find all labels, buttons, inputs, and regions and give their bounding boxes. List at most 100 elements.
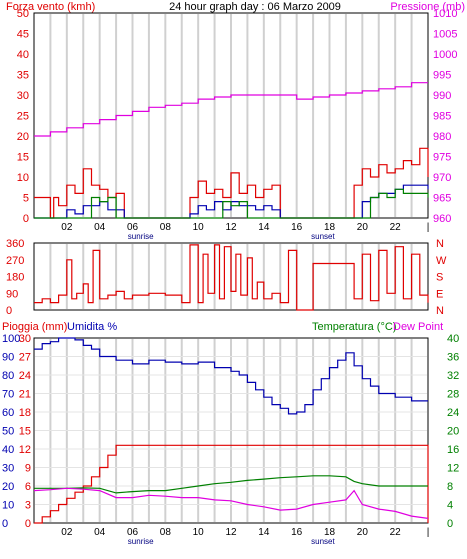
pressure-tick-label: 1010 xyxy=(433,8,457,20)
rain-tick-label: 27 xyxy=(19,352,31,364)
pressure-axis-label: Pressione (mb) xyxy=(390,1,465,13)
humidity-tick-label: 20 xyxy=(2,481,14,493)
humidity-tick-label: 100 xyxy=(2,333,20,345)
series-line-direction xyxy=(34,244,429,311)
compass-tick-label: N xyxy=(436,238,444,250)
rain-tick-label: 30 xyxy=(19,333,31,345)
wind-tick-label: 10 xyxy=(17,172,29,184)
x-tick-label: 02 xyxy=(61,222,73,233)
temperature-tick-label: 8 xyxy=(447,481,453,493)
dewpoint-axis-label: Dew Point xyxy=(393,321,443,333)
x-tick-label: 20 xyxy=(357,527,369,538)
x-tick-label: 22 xyxy=(390,222,402,233)
x-tick-end: | xyxy=(427,222,430,233)
pressure-tick-label: 975 xyxy=(433,152,451,164)
x-tick-label: 18 xyxy=(324,527,336,538)
pressure-tick-label: 985 xyxy=(433,111,451,123)
temperature-tick-label: 4 xyxy=(447,500,453,512)
humidity-tick-label: 50 xyxy=(2,426,14,438)
series-line-gust xyxy=(34,147,429,219)
temperature-tick-label: 0 xyxy=(447,518,453,530)
x-tick-end: | xyxy=(427,527,430,538)
series-line-temperature xyxy=(34,475,428,494)
temperature-tick-label: 24 xyxy=(447,407,459,419)
wind-tick-label: 30 xyxy=(17,90,29,102)
humidity-tick-label: 90 xyxy=(2,352,14,364)
x-tick-label: 04 xyxy=(94,527,106,538)
series-line-rain xyxy=(34,444,429,524)
rain-axis-label: Pioggia (mm) xyxy=(2,321,67,333)
wind-tick-label: 25 xyxy=(17,111,29,123)
x-tick-label: 04 xyxy=(94,222,106,233)
pressure-tick-label: 995 xyxy=(433,70,451,82)
temperature-tick-label: 16 xyxy=(447,444,459,456)
wind-tick-label: 50 xyxy=(17,8,29,20)
direction-tick-label: 0 xyxy=(6,305,12,317)
pressure-tick-label: 970 xyxy=(433,172,451,184)
temperature-axis-label: Temperatura (°C) xyxy=(312,321,396,333)
temperature-tick-label: 12 xyxy=(447,463,459,475)
rain-tick-label: 0 xyxy=(25,518,31,530)
x-tick-label: 06 xyxy=(127,527,139,538)
rain-humidity-panel: 0369121518212427300102030405060708090100… xyxy=(2,333,459,546)
direction-tick-label: 270 xyxy=(6,255,24,267)
direction-tick-label: 90 xyxy=(6,288,18,300)
x-tick-label: 12 xyxy=(225,527,237,538)
temperature-tick-label: 36 xyxy=(447,352,459,364)
pressure-tick-label: 1000 xyxy=(433,49,457,61)
rain-tick-label: 3 xyxy=(25,500,31,512)
temperature-tick-label: 28 xyxy=(447,389,459,401)
sunset-label: sunset xyxy=(311,537,335,546)
x-tick-label: 10 xyxy=(193,527,205,538)
sunrise-label: sunrise xyxy=(128,232,154,241)
sunset-label: sunset xyxy=(311,232,335,241)
humidity-tick-label: 0 xyxy=(2,518,8,530)
wind-axis-label: Forza vento (kmh) xyxy=(6,1,95,13)
rain-tick-label: 21 xyxy=(19,389,31,401)
rain-tick-label: 12 xyxy=(19,444,31,456)
pressure-tick-label: 965 xyxy=(433,193,451,205)
x-tick-label: 10 xyxy=(193,222,205,233)
wind-tick-label: 5 xyxy=(23,193,29,205)
x-tick-label: 06 xyxy=(127,222,139,233)
chart-title: 24 hour graph day : 06 Marzo 2009 xyxy=(169,1,341,13)
pressure-tick-label: 990 xyxy=(433,90,451,102)
pressure-tick-label: 960 xyxy=(433,213,451,225)
x-tick-label: 08 xyxy=(160,527,172,538)
rain-tick-label: 15 xyxy=(19,426,31,438)
temperature-tick-label: 20 xyxy=(447,426,459,438)
wind-tick-label: 45 xyxy=(17,29,29,41)
series-line-pressure xyxy=(34,82,428,137)
x-tick-label: 20 xyxy=(357,222,369,233)
temperature-tick-label: 32 xyxy=(447,370,459,382)
x-tick-label: 18 xyxy=(324,222,336,233)
series-line-dewpoint xyxy=(33,487,429,519)
x-tick-label: 14 xyxy=(258,527,270,538)
sunrise-label: sunrise xyxy=(128,537,154,546)
humidity-tick-label: 30 xyxy=(2,463,14,475)
wind-tick-label: 40 xyxy=(17,49,29,61)
pressure-tick-label: 980 xyxy=(433,131,451,143)
direction-tick-label: 360 xyxy=(6,238,24,250)
humidity-tick-label: 10 xyxy=(2,500,14,512)
rain-tick-label: 18 xyxy=(19,407,31,419)
wind-pressure-panel: 0 5 10 15 20 25 30 35 40 45 50 960 965 970 975 980 985 99… xyxy=(17,8,458,241)
rain-tick-label: 24 xyxy=(19,370,31,382)
direction-tick-label: 180 xyxy=(6,272,24,284)
x-tick-label: 16 xyxy=(291,222,303,233)
humidity-axis-label: Umidita % xyxy=(67,321,117,333)
humidity-tick-label: 80 xyxy=(2,370,14,382)
compass-tick-label: W xyxy=(436,255,447,267)
temperature-tick-label: 40 xyxy=(447,333,459,345)
x-tick-label: 08 xyxy=(160,222,172,233)
x-tick-label: 02 xyxy=(61,527,73,538)
x-tick-label: 16 xyxy=(291,527,303,538)
wind-tick-label: 20 xyxy=(17,131,29,143)
series-line-humidity xyxy=(34,337,428,415)
series-line-wind xyxy=(34,188,429,219)
rain-tick-label: 9 xyxy=(25,463,31,475)
wind-tick-label: 35 xyxy=(17,70,29,82)
compass-tick-label: N xyxy=(436,305,444,317)
